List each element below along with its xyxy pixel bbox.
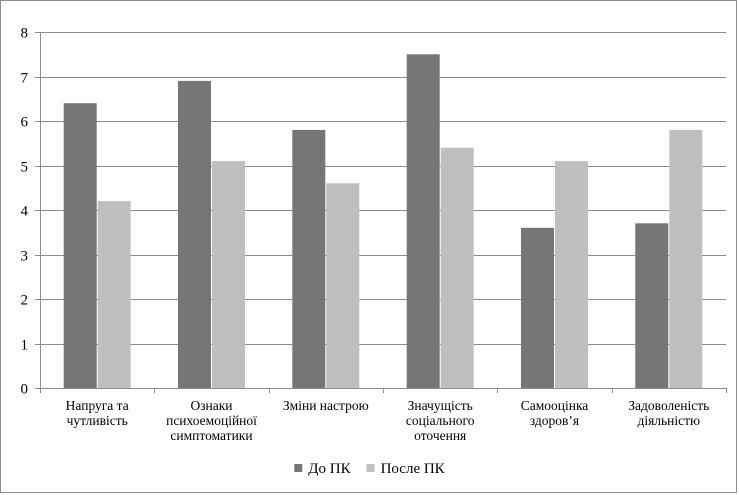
y-tick-label: 2 (21, 293, 29, 309)
x-category-label: Ознаки психоемоційної симптоматики (166, 398, 257, 443)
y-tick-label: 1 (21, 338, 29, 354)
y-tick-label: 6 (21, 115, 29, 131)
x-category-label: Зміни настрою (283, 398, 369, 413)
bar-series1-cat2 (178, 80, 211, 389)
bar-series1-cat3 (292, 129, 326, 388)
legend-label: После ПК (381, 461, 446, 477)
x-category-label-line: Значущість (408, 398, 473, 413)
bar-series2-cat3 (326, 183, 360, 388)
y-tick-label: 0 (21, 382, 29, 398)
axis-layer (35, 32, 727, 393)
x-category-label-line: Самооцінка (521, 398, 589, 413)
bar-series1-cat6 (635, 223, 669, 388)
y-tick-label: 5 (21, 160, 29, 176)
x-category-label-line: Задоволеність (628, 398, 709, 413)
x-category-label-line: психоемоційної (166, 413, 257, 428)
x-category-label-line: діяльністю (637, 413, 700, 428)
x-category-label: Самооцінка здоров’я (521, 398, 589, 428)
legend: До ПК После ПК (294, 461, 446, 477)
y-tick-label: 4 (21, 204, 29, 220)
y-tick-label: 7 (21, 71, 29, 87)
legend-item-1: До ПК (294, 461, 352, 477)
x-category-label: Напруга та чутливість (66, 398, 129, 428)
legend-label: До ПК (308, 461, 351, 477)
bar-layer (63, 54, 703, 389)
bar-series1-cat1 (63, 103, 97, 388)
label-layer: 0 1 2 3 4 5 6 7 8 Напруга та чутливість Ознаки психо… (21, 26, 710, 444)
x-category-label-line: Зміни настрою (283, 398, 369, 413)
bar-series1-cat4 (406, 54, 440, 389)
y-tick-label: 8 (21, 26, 29, 42)
x-category-label-line: чутливість (67, 413, 128, 428)
bar-series2-cat5 (555, 161, 588, 388)
legend-marker (366, 464, 375, 472)
y-tick-label: 3 (21, 249, 29, 265)
bar-series2-cat6 (669, 129, 703, 388)
x-category-label: Значущість соціального оточення (406, 398, 475, 443)
legend-marker (294, 464, 303, 472)
x-category-label-line: здоров’я (530, 413, 579, 428)
bar-series2-cat4 (440, 147, 474, 388)
legend-item-2: После ПК (366, 461, 446, 477)
bar-series1-cat5 (521, 227, 554, 388)
bar-series2-cat1 (97, 201, 131, 388)
grid-layer (40, 32, 726, 345)
x-category-label-line: Напруга та (66, 398, 129, 413)
x-category-label-line: Ознаки (190, 398, 232, 413)
x-category-label: Задоволеність діяльністю (628, 398, 709, 428)
bar-series2-cat2 (212, 161, 245, 388)
x-category-label-line: симптоматики (170, 428, 252, 443)
x-category-label-line: оточення (414, 428, 466, 443)
x-category-label-line: соціального (406, 413, 475, 428)
